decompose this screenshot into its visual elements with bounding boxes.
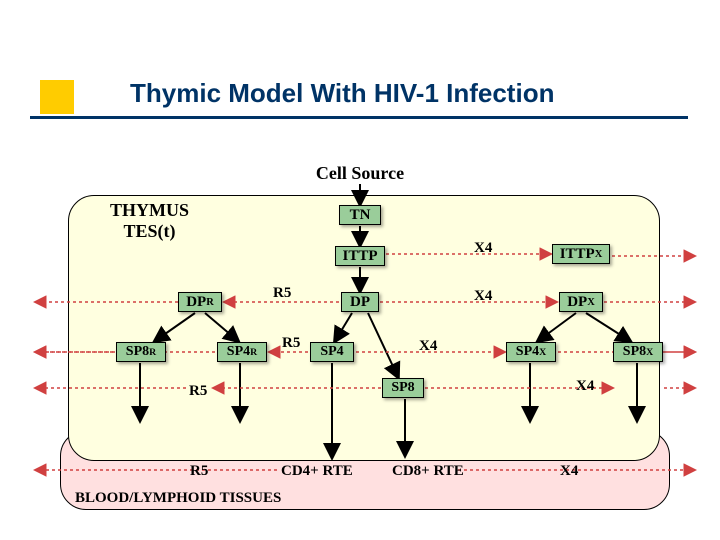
node-sp8x: SP8X [613,342,663,362]
label-x4_3: X4 [419,338,437,355]
node-sp8r: SP8R [116,342,166,362]
blood-label: BLOOD/LYMPHOID TISSUES [75,490,281,507]
node-sp8: SP8 [382,378,424,398]
node-ittp: ITTP [335,246,385,266]
label-r5_3: R5 [189,383,207,400]
label-r5_1: R5 [273,285,291,302]
thymus-label: THYMUS TES(t) [110,200,189,242]
label-r5_4: R5 [190,463,208,480]
label-x4_1: X4 [474,240,492,257]
cell-source-label: Cell Source [0,163,720,184]
thymus-label-main: THYMUS [110,200,189,220]
node-sp4: SP4 [310,342,354,362]
node-ittpx: ITTPX [552,244,610,264]
label-x4_2: X4 [474,288,492,305]
node-dpr: DPR [178,292,222,312]
node-dpx: DPX [559,292,603,312]
label-cd8: CD8+ RTE [392,463,464,480]
node-tn: TN [339,205,381,225]
label-x4_5: X4 [560,463,578,480]
node-sp4x: SP4X [506,342,556,362]
label-r5_2: R5 [282,335,300,352]
title-underline [30,116,688,119]
accent-square-icon [40,80,74,114]
page-title: Thymic Model With HIV-1 Infection [130,78,554,109]
label-cd4: CD4+ RTE [281,463,353,480]
node-dp: DP [341,292,379,312]
node-sp4r: SP4R [217,342,267,362]
thymus-label-sub: TES(t) [124,221,176,241]
label-x4_4: X4 [576,378,594,395]
